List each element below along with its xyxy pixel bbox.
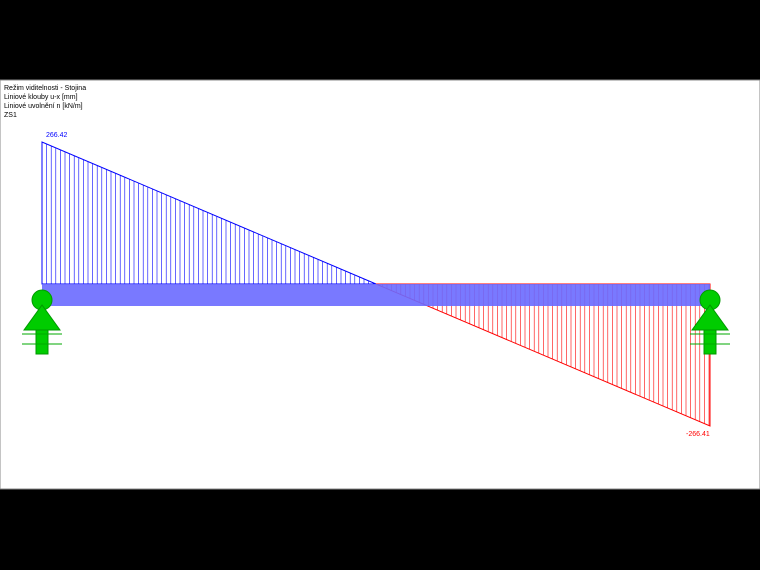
start-value-label: 266.42 bbox=[46, 132, 68, 139]
end-value-label: -266.41 bbox=[686, 431, 710, 438]
supports bbox=[22, 289, 730, 355]
header-line: Režim viditelnosti - Stojina bbox=[4, 85, 86, 92]
support-right bbox=[690, 289, 730, 355]
header-line: ZS1 bbox=[4, 112, 17, 119]
support-left bbox=[22, 289, 62, 355]
header: Režim viditelnosti - Stojina Liniové klou… bbox=[4, 85, 86, 119]
beam bbox=[42, 284, 710, 306]
header-line: Liniové uvolnění n [kN/m] bbox=[4, 103, 83, 110]
header-line: Liniové klouby u-x [mm] bbox=[4, 94, 78, 101]
